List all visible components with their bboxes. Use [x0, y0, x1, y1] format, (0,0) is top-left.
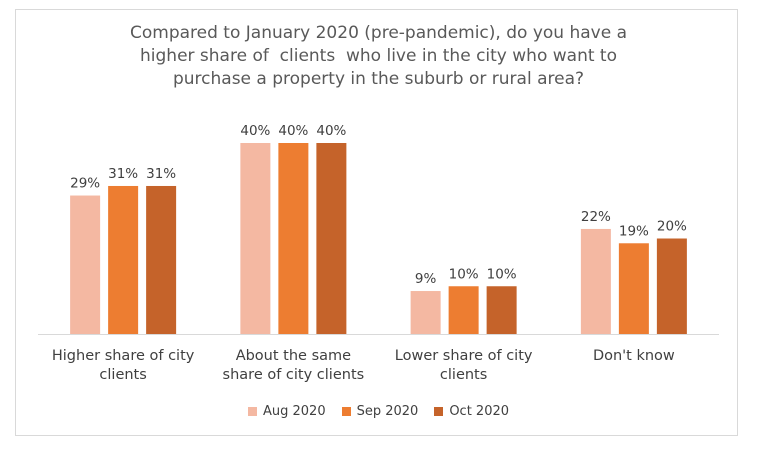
category-label: Higher share of city [52, 348, 195, 364]
bar-aug-2020-cat-0 [70, 195, 101, 334]
bar-sep-2020-cat-1 [278, 143, 309, 334]
category-label: Lower share of city [395, 348, 533, 364]
data-label: 31% [146, 166, 176, 182]
chart-legend: Aug 2020 Sep 2020 Oct 2020 [0, 404, 757, 419]
data-label: 22% [581, 209, 611, 225]
data-label: 19% [619, 223, 649, 239]
data-label: 20% [657, 219, 687, 235]
bar-aug-2020-cat-3 [580, 228, 611, 334]
bar-aug-2020-cat-1 [240, 143, 271, 334]
bar-aug-2020-cat-2 [410, 291, 441, 334]
data-label: 31% [108, 166, 138, 182]
legend-label-oct-2020: Oct 2020 [449, 404, 510, 419]
data-label: 10% [449, 266, 479, 282]
bar-oct-2020-cat-0 [146, 185, 177, 334]
chart-title-line-1: Compared to January 2020 (pre-pandemic),… [129, 23, 627, 43]
chart-title-line-2: higher share of clients who live in the … [140, 46, 617, 66]
data-label: 40% [240, 123, 270, 139]
legend-item-sep-2020: Sep 2020 [341, 404, 419, 419]
bar-oct-2020-cat-3 [656, 238, 687, 334]
legend-swatch-oct-2020 [434, 407, 444, 416]
bar-sep-2020-cat-2 [448, 286, 479, 334]
data-label: 10% [487, 266, 517, 282]
legend-label-sep-2020: Sep 2020 [356, 404, 419, 419]
bar-sep-2020-cat-0 [108, 185, 139, 334]
legend-item-oct-2020: Oct 2020 [434, 404, 509, 419]
category-label: Don't know [593, 348, 675, 364]
category-label: share of city clients [223, 367, 365, 383]
category-label: clients [440, 367, 487, 383]
chart-title: Compared to January 2020 (pre-pandemic),… [40, 22, 717, 91]
category-label: clients [99, 367, 146, 383]
data-label: 40% [278, 123, 308, 139]
data-label: 40% [316, 123, 346, 139]
legend-swatch-aug-2020 [247, 407, 257, 416]
bar-oct-2020-cat-2 [486, 286, 517, 334]
data-label: 29% [70, 176, 100, 192]
category-label: About the same [236, 348, 351, 364]
legend-swatch-sep-2020 [341, 407, 351, 416]
data-label: 9% [415, 271, 437, 287]
legend-label-aug-2020: Aug 2020 [262, 404, 326, 419]
bar-sep-2020-cat-3 [618, 243, 649, 334]
chart-title-line-3: purchase a property in the suburb or rur… [172, 69, 585, 89]
legend-item-aug-2020: Aug 2020 [247, 404, 326, 419]
bar-oct-2020-cat-1 [316, 143, 347, 334]
